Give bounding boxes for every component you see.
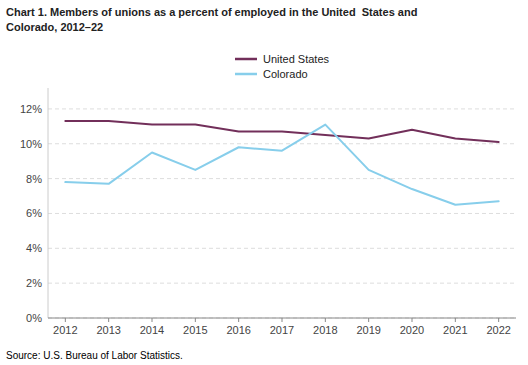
- series-line: [65, 125, 498, 205]
- x-tick: [325, 318, 326, 322]
- legend-item: Colorado: [235, 68, 308, 80]
- y-tick-label: 12%: [20, 103, 42, 115]
- x-tick-label: 2020: [400, 324, 424, 336]
- legend-item: United States: [235, 53, 330, 65]
- x-tick-label: 2022: [486, 324, 510, 336]
- x-tick: [412, 318, 413, 322]
- x-tick: [238, 318, 239, 322]
- chart: Chart 1. Members of unions as a percent …: [0, 0, 528, 365]
- x-tick: [498, 318, 499, 322]
- x-tick-label: 2012: [53, 324, 77, 336]
- background: [0, 0, 528, 365]
- series-line: [65, 121, 498, 142]
- x-tick-label: 2017: [270, 324, 294, 336]
- x-tick-label: 2014: [140, 324, 164, 336]
- grid-line: [48, 178, 516, 179]
- legend: United States Colorado: [235, 53, 330, 80]
- x-tick: [368, 318, 369, 322]
- x-tick-label: 2018: [313, 324, 337, 336]
- grid-line: [48, 213, 516, 214]
- x-tick: [282, 318, 283, 322]
- x-tick-label: 2013: [96, 324, 120, 336]
- y-tick-label: 0%: [26, 312, 42, 324]
- y-tick-label: 2%: [26, 277, 42, 289]
- y-axis-line: [48, 88, 49, 318]
- y-tick-label: 8%: [26, 173, 42, 185]
- x-tick: [108, 318, 109, 322]
- grid-line: [48, 248, 516, 249]
- title-line: Chart 1. Members of unions as a percent …: [6, 6, 417, 18]
- title: Chart 1. Members of unions as a percent …: [6, 6, 417, 33]
- grid-line: [48, 143, 516, 144]
- series-group: [65, 121, 498, 205]
- x-tick: [455, 318, 456, 322]
- legend-label: Colorado: [263, 68, 308, 80]
- legend-label: United States: [263, 53, 330, 65]
- x-tick: [195, 318, 196, 322]
- x-tick: [65, 318, 66, 322]
- x-tick: [152, 318, 153, 322]
- y-tick-label: 10%: [20, 138, 42, 150]
- x-tick-label: 2016: [226, 324, 250, 336]
- source-note: Source: U.S. Bureau of Labor Statistics.: [6, 350, 183, 361]
- title-group: Chart 1. Members of unions as a percent …: [6, 6, 417, 33]
- x-tick-label: 2015: [183, 324, 207, 336]
- legend-swatch: [235, 58, 257, 61]
- grid-line: [48, 108, 516, 109]
- y-tick-label: 4%: [26, 242, 42, 254]
- legend-swatch: [235, 73, 257, 76]
- x-axis: 2012 2013 2014 2015 2016 2017 2018 2019 2020 2021…: [48, 318, 516, 336]
- x-tick-label: 2019: [356, 324, 380, 336]
- y-tick-label: 6%: [26, 207, 42, 219]
- grid-line: [48, 283, 516, 284]
- y-axis: 0% 2% 4% 6% 8% 10% 12%: [20, 88, 516, 324]
- title-line: Colorado, 2012–22: [6, 21, 103, 33]
- x-tick-label: 2021: [443, 324, 467, 336]
